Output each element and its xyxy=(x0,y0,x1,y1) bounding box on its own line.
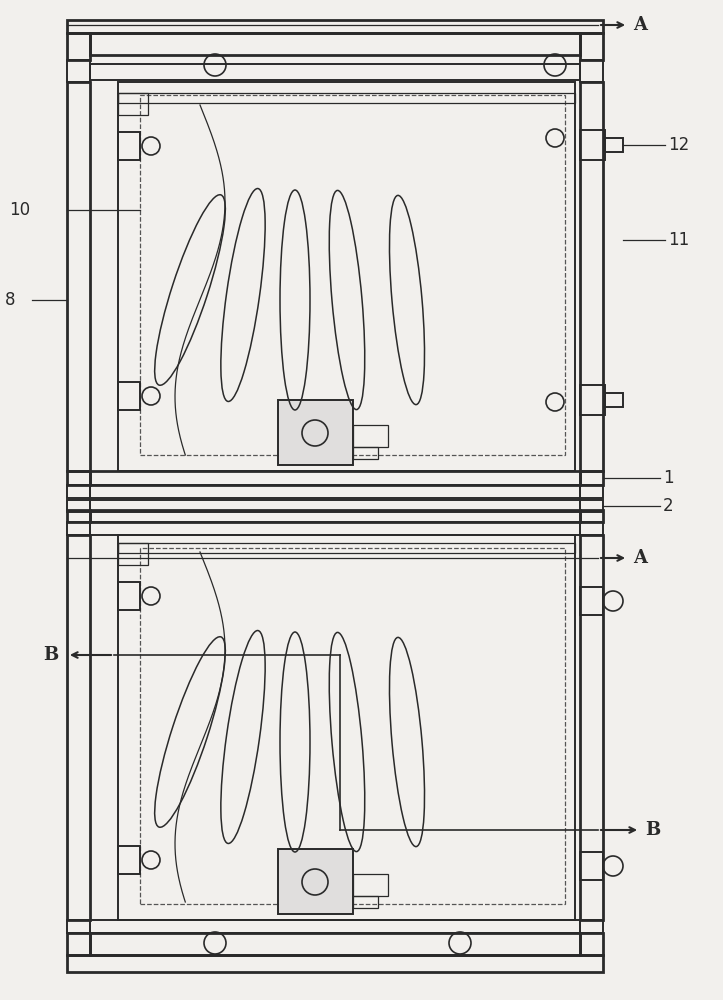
Bar xyxy=(67,535,90,920)
Bar xyxy=(140,548,565,904)
Bar xyxy=(580,852,603,880)
Bar xyxy=(580,920,603,933)
Bar xyxy=(580,500,603,512)
Bar xyxy=(90,920,580,933)
Text: 10: 10 xyxy=(9,201,30,219)
Text: 12: 12 xyxy=(668,136,689,154)
Bar xyxy=(118,535,575,920)
Bar xyxy=(605,138,623,152)
Bar xyxy=(118,93,148,115)
Bar xyxy=(90,64,580,80)
Bar xyxy=(278,849,353,914)
Text: A: A xyxy=(633,16,647,34)
Bar xyxy=(353,874,388,896)
Bar xyxy=(118,82,575,471)
Text: 8: 8 xyxy=(4,291,15,309)
Bar xyxy=(118,382,140,410)
Bar xyxy=(118,846,140,874)
Bar xyxy=(67,933,90,955)
Bar xyxy=(140,95,565,455)
Bar xyxy=(67,500,90,512)
Bar xyxy=(118,543,575,553)
Bar xyxy=(90,471,580,485)
Bar xyxy=(90,510,580,522)
Bar xyxy=(90,33,580,55)
Bar xyxy=(67,510,90,522)
Bar xyxy=(580,33,603,60)
Bar xyxy=(90,500,580,512)
Bar xyxy=(67,955,603,972)
Bar xyxy=(580,535,603,920)
Bar xyxy=(580,385,605,415)
Bar xyxy=(580,82,603,471)
Text: B: B xyxy=(645,821,660,839)
Bar xyxy=(67,920,90,933)
Bar xyxy=(67,33,90,60)
Bar xyxy=(118,93,575,103)
Bar xyxy=(580,510,603,522)
Bar xyxy=(67,60,90,82)
Bar xyxy=(90,522,580,535)
Bar xyxy=(580,933,603,955)
Bar xyxy=(353,425,388,447)
Bar xyxy=(118,132,140,160)
Text: 2: 2 xyxy=(663,497,674,515)
Bar xyxy=(90,933,580,955)
Bar xyxy=(67,20,603,33)
Bar xyxy=(67,471,90,485)
Bar xyxy=(278,400,353,465)
Bar xyxy=(580,522,603,535)
Bar xyxy=(118,543,148,565)
Bar xyxy=(605,393,623,407)
Bar xyxy=(353,896,378,908)
Bar xyxy=(67,82,90,471)
Bar xyxy=(580,60,603,82)
Bar xyxy=(580,471,603,485)
Text: 1: 1 xyxy=(663,469,674,487)
Bar xyxy=(67,485,90,498)
Bar xyxy=(580,485,603,498)
Text: B: B xyxy=(43,646,58,664)
Bar xyxy=(580,130,605,160)
Bar xyxy=(580,587,603,615)
Text: A: A xyxy=(633,549,647,567)
Bar xyxy=(118,582,140,610)
Bar xyxy=(90,485,580,498)
Text: 11: 11 xyxy=(668,231,689,249)
Bar xyxy=(353,447,378,459)
Bar xyxy=(67,522,90,535)
